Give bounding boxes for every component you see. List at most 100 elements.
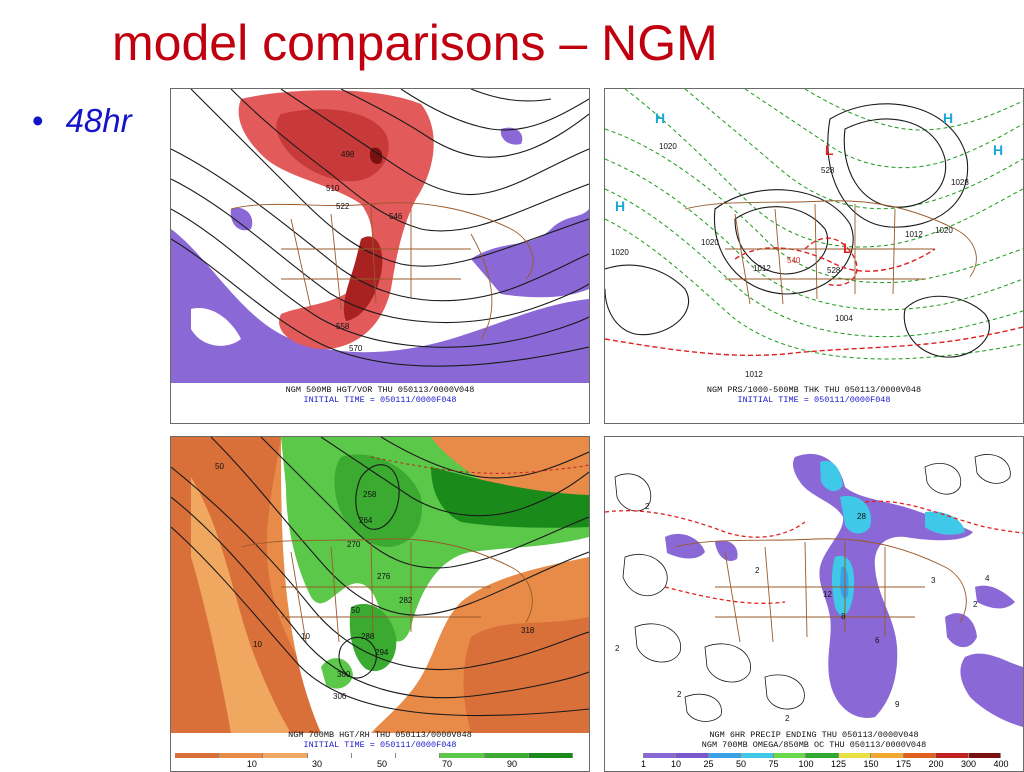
high-pressure-symbol: H: [655, 110, 665, 126]
contour-label: 540: [787, 256, 801, 265]
colorbar-tick-label: 10: [670, 759, 681, 769]
colorbar-segment: [643, 753, 676, 758]
contour-label: 9: [895, 700, 900, 709]
contour-label: 2: [615, 644, 620, 653]
contour-label: 2: [755, 566, 760, 575]
colorbar-segment: [838, 753, 871, 758]
contour-label: 1012: [905, 230, 923, 239]
contour-label: 300: [337, 670, 351, 679]
colorbar-tick-label: 50: [735, 759, 746, 769]
panel-500mb-vorticity: 498 510 522 546 558 570 NGM 500MB HGT/VO…: [170, 88, 590, 424]
colorbar-segment: [440, 753, 485, 758]
contour-label: 528: [821, 166, 835, 175]
colorbar-tick-label: 125: [830, 759, 847, 769]
panel-precip-omega: 2 2 2 2 2 2 4 6 8 9 12 28 3 NGM 6HR PREC…: [604, 436, 1024, 772]
contour-label: 50: [215, 462, 224, 471]
colorbar: [611, 753, 1001, 758]
low-pressure-symbol: L: [843, 240, 852, 256]
colorbar-tick-label: 300: [960, 759, 977, 769]
contour-label: 318: [521, 626, 535, 635]
contour-label: 1028: [951, 178, 969, 187]
contour-label: 498: [341, 150, 355, 159]
colorbar-segment: [396, 753, 441, 758]
colorbar-ticks: 1 10 25 50 75 100 125 150 175 200 300 400: [611, 759, 1009, 769]
colorbar-tick-label: 400: [993, 759, 1009, 769]
low-pressure-symbol: L: [825, 142, 834, 158]
contour-label: 1012: [753, 264, 771, 273]
panel-caption-title: NGM 700MB HGT/RH THU 050113/0000V048: [288, 730, 472, 740]
colorbar-tick-label: 200: [928, 759, 944, 769]
panel-700mb-relative-humidity: 258 264 270 276 282 288 294 300 306 318 …: [170, 436, 590, 772]
panel-caption-title: NGM 6HR PRECIP ENDING THU 050113/0000V04…: [709, 730, 919, 740]
colorbar-tick-label: 70: [441, 759, 452, 769]
contour-label: 258: [363, 490, 377, 499]
contour-label: 50: [351, 606, 360, 615]
colorbar-tick-label: 175: [895, 759, 912, 769]
map-700mb-relative-humidity: 258 264 270 276 282 288 294 300 306 318 …: [171, 437, 589, 733]
panel-caption-subtitle: NGM 700MB OMEGA/850MB OC THU 050113/0000…: [701, 740, 927, 750]
map-precip-omega: 2 2 2 2 2 2 4 6 8 9 12 28 3: [605, 437, 1023, 733]
contour-label: 264: [359, 516, 373, 525]
contour-label: 2: [645, 502, 650, 511]
contour-label: 558: [336, 322, 350, 331]
colorbar-segment: [263, 753, 308, 758]
contour-label: 1020: [701, 238, 719, 247]
contour-label: 6: [875, 636, 880, 645]
panel-caption-init-time: INITIAL TIME = 050111/0000F048: [303, 395, 457, 405]
contour-label: 2: [677, 690, 682, 699]
colorbar-tick-label: 1: [640, 759, 646, 769]
colorbar-tick-label: 90: [506, 759, 517, 769]
panel-caption-init-time: INITIAL TIME = 050111/0000F048: [737, 395, 891, 405]
contour-label: 510: [326, 184, 340, 193]
contour-label: 2: [785, 714, 790, 723]
contour-label: 282: [399, 596, 413, 605]
contour-label: 1020: [611, 248, 629, 257]
colorbar-tick-label: 150: [863, 759, 879, 769]
colorbar-segment: [708, 753, 741, 758]
colorbar-segment: [676, 753, 709, 758]
colorbar-tick-label: 30: [311, 759, 322, 769]
bullet-marker: •: [32, 102, 44, 139]
map-500mb-vorticity: 498 510 522 546 558 570: [171, 89, 589, 383]
colorbar-segment: [806, 753, 839, 758]
bullet-item: • 48hr: [32, 104, 132, 137]
contour-label: 28: [857, 512, 866, 521]
contour-label: 288: [361, 632, 375, 641]
colorbar: [175, 753, 573, 758]
contour-label: 1020: [935, 226, 953, 235]
colorbar-segment: [611, 753, 644, 758]
contour-label: 1004: [835, 314, 853, 323]
panel-caption-init-time: INITIAL TIME = 050111/0000F048: [303, 740, 457, 750]
panel-caption-title: NGM PRS/1000-500MB THK THU 050113/0000V0…: [706, 385, 922, 395]
colorbar-segment: [351, 753, 397, 758]
contour-label: 2: [973, 600, 978, 609]
slide-title: model comparisons – NGM: [112, 15, 718, 71]
contour-label: 12: [823, 590, 832, 599]
contour-label: 522: [336, 202, 350, 211]
contour-label: 276: [377, 572, 391, 581]
colorbar-tick-label: 50: [376, 759, 387, 769]
contour-label: 528: [827, 266, 841, 275]
colorbar-tick-label: 75: [768, 759, 779, 769]
contour-label: 306: [333, 692, 347, 701]
panel-caption-title: NGM 500MB HGT/VOR THU 050113/0000V048: [285, 385, 475, 395]
contour-label: 546: [389, 212, 403, 221]
contour-label: 1012: [745, 370, 763, 379]
colorbar-segment: [903, 753, 936, 758]
contour-label: 4: [985, 574, 990, 583]
colorbar-ticks: 10 30 50 70 90: [175, 759, 573, 769]
colorbar-segment: [175, 753, 220, 758]
bullet-text: 48hr: [65, 102, 132, 139]
contour-label: 8: [841, 612, 846, 621]
contour-label: 10: [253, 640, 262, 649]
high-pressure-symbol: H: [943, 110, 953, 126]
contour-label: 570: [349, 344, 363, 353]
contour-label: 1020: [659, 142, 677, 151]
high-pressure-symbol: H: [993, 142, 1003, 158]
map-pressure-thickness: H H H H L L 1020 1020 1020 1012 1012 102…: [605, 89, 1023, 383]
colorbar-segment: [219, 753, 264, 758]
contour-label: 294: [375, 648, 389, 657]
colorbar-segment: [484, 753, 529, 758]
colorbar-tick-label: 10: [246, 759, 257, 769]
colorbar-segment: [528, 753, 573, 758]
